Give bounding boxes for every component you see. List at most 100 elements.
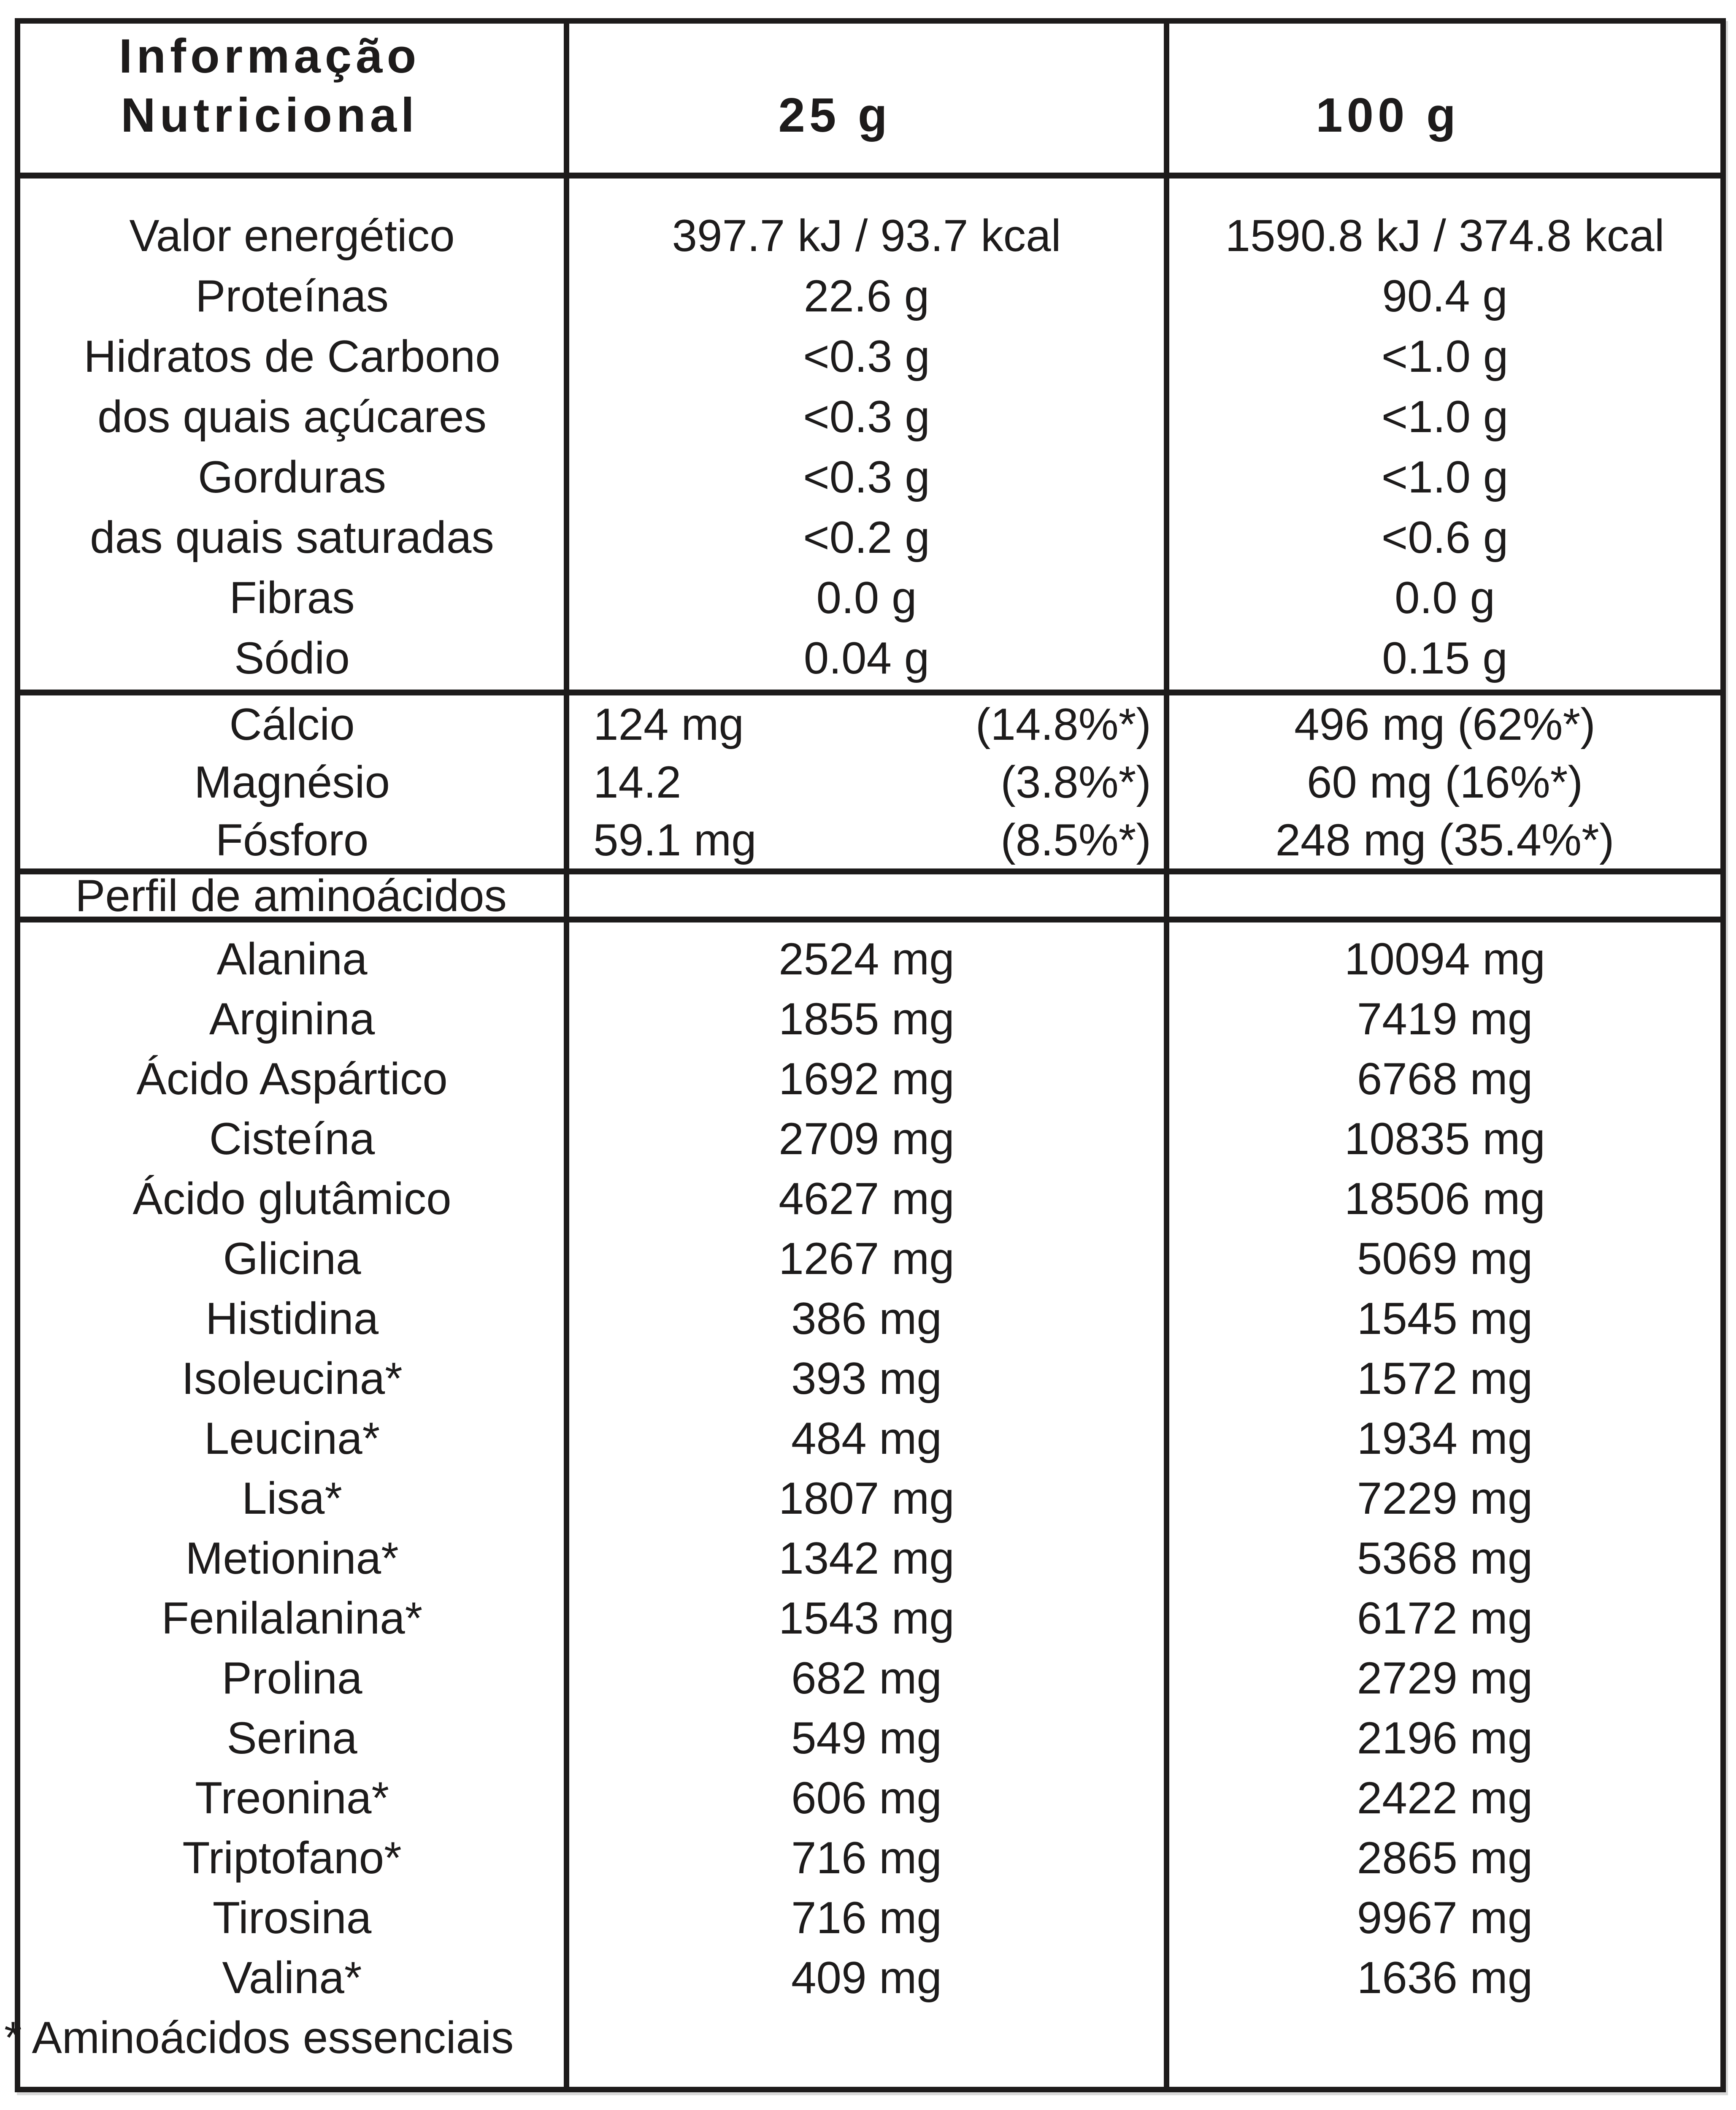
empty-cell — [1169, 874, 1720, 917]
value-100g: 18506 mg — [1344, 1173, 1545, 1224]
value-25g: 549 mg — [791, 1712, 942, 1763]
value-25g: <0.3 g — [803, 391, 930, 442]
footnote-row: * Aminoácidos essenciais — [4, 2007, 1720, 2087]
value-25g: 59.1 mg (8.5%*) — [569, 811, 1164, 869]
row-label: Ácido glutâmico — [132, 1173, 452, 1224]
value-100g: 90.4 g — [1382, 271, 1508, 321]
column-divider — [564, 922, 569, 2087]
nutrition-facts-table: Informação Nutricional 25 g 100 g Valor … — [4, 18, 1726, 2092]
table-row: Leucina* 484 mg 1934 mg — [20, 1408, 1720, 1468]
value-25g: <0.2 g — [803, 512, 930, 563]
table-row: Magnésio 14.2 (3.8%*) 60 mg (16%*) — [20, 753, 1720, 811]
table-row: Gorduras <0.3 g <1.0 g — [20, 447, 1720, 507]
value-100g: 10094 mg — [1344, 933, 1545, 984]
row-label: Fósforo — [215, 814, 369, 865]
row-label: Arginina — [209, 993, 375, 1044]
value-100g: 0.15 g — [1382, 633, 1508, 683]
value-25g: 716 mg — [791, 1832, 942, 1883]
row-label: Glicina — [223, 1233, 361, 1284]
value-25g: 4627 mg — [779, 1173, 955, 1224]
value-100g: 10835 mg — [1344, 1113, 1545, 1164]
value-100g: 7229 mg — [1357, 1473, 1533, 1523]
value-100g: 60 mg (16%*) — [1306, 757, 1583, 807]
table-row: Hidratos de Carbono <0.3 g <1.0 g — [20, 326, 1720, 387]
row-label: Prolina — [222, 1653, 362, 1703]
value-25g: <0.3 g — [803, 452, 930, 502]
column-divider — [564, 24, 569, 173]
column-divider — [1164, 179, 1169, 690]
value-100g: 5368 mg — [1357, 1533, 1533, 1583]
table-row: Fibras 0.0 g 0.0 g — [20, 568, 1720, 628]
section-rule — [20, 868, 1720, 874]
table-row: Alanina 2524 mg 10094 mg — [20, 929, 1720, 989]
table-row: dos quais açúcares <0.3 g <1.0 g — [20, 387, 1720, 447]
header-col-25g: 25 g — [778, 89, 892, 142]
value-100g: 1590.8 kJ / 374.8 kcal — [1225, 210, 1665, 261]
macros-section: Valor energético 397.7 kJ / 93.7 kcal 15… — [20, 179, 1720, 690]
table-row: Perfil de aminoácidos — [20, 873, 1720, 918]
value-100g: 1545 mg — [1357, 1293, 1533, 1344]
section-rule — [20, 917, 1720, 922]
value-25g: 0.04 g — [803, 633, 930, 683]
table-row: Arginina 1855 mg 7419 mg — [20, 989, 1720, 1049]
table-row: Metionina* 1342 mg 5368 mg — [20, 1528, 1720, 1588]
value-100g: 2865 mg — [1357, 1832, 1533, 1883]
table-row: Isoleucina* 393 mg 1572 mg — [20, 1348, 1720, 1408]
value-25g: 124 mg (14.8%*) — [569, 695, 1164, 753]
row-label: das quais saturadas — [90, 512, 494, 563]
row-label: Hidratos de Carbono — [84, 331, 500, 381]
table-header: Informação Nutricional 25 g 100 g — [20, 24, 1720, 173]
value-100g: 0.0 g — [1395, 572, 1495, 623]
empty-cell — [569, 2007, 1164, 2087]
header-title-line1: Informação — [119, 30, 421, 83]
table-row: Serina 549 mg 2196 mg — [20, 1708, 1720, 1768]
column-divider — [564, 874, 569, 917]
section-rule — [20, 173, 1720, 179]
mineral-daily-value: (14.8%*) — [975, 699, 1151, 749]
section-rule — [20, 690, 1720, 695]
mineral-amount: 124 mg — [593, 699, 744, 749]
table-row: Histidina 386 mg 1545 mg — [20, 1288, 1720, 1348]
amino-profile-header: Perfil de aminoácidos — [20, 873, 1720, 918]
value-25g: 14.2 (3.8%*) — [569, 753, 1164, 811]
value-100g: 1934 mg — [1357, 1413, 1533, 1463]
value-25g: <0.3 g — [803, 331, 930, 381]
value-25g: 1267 mg — [779, 1233, 955, 1284]
value-25g: 2524 mg — [779, 933, 955, 984]
table-row: Ácido glutâmico 4627 mg 18506 mg — [20, 1169, 1720, 1228]
value-100g: 2729 mg — [1357, 1653, 1533, 1703]
value-100g: 248 mg (35.4%*) — [1275, 814, 1614, 865]
mineral-daily-value: (3.8%*) — [1000, 757, 1151, 807]
row-label: Fenilalanina* — [161, 1593, 423, 1643]
value-100g: 1572 mg — [1357, 1353, 1533, 1404]
essential-amino-footnote: * Aminoácidos essenciais — [4, 2012, 514, 2063]
value-100g: 2422 mg — [1357, 1772, 1533, 1823]
table-row: Tirosina 716 mg 9967 mg — [20, 1888, 1720, 1948]
row-label: Gorduras — [197, 452, 387, 502]
row-label: Cisteína — [209, 1113, 375, 1164]
table-row: Cálcio 124 mg (14.8%*) 496 mg (62%*) — [20, 695, 1720, 753]
value-25g: 682 mg — [791, 1653, 942, 1703]
column-divider — [1164, 24, 1169, 173]
table-row: Treonina* 606 mg 2422 mg — [20, 1768, 1720, 1828]
table-row: Triptofano* 716 mg 2865 mg — [20, 1828, 1720, 1888]
value-25g: 1342 mg — [779, 1533, 955, 1583]
row-label: Lisa* — [242, 1473, 342, 1523]
value-100g: 6768 mg — [1357, 1053, 1533, 1104]
value-100g: <1.0 g — [1381, 391, 1509, 442]
empty-cell — [569, 874, 1164, 917]
row-label: Metionina* — [185, 1533, 399, 1583]
value-25g: 393 mg — [791, 1353, 942, 1404]
value-100g: 9967 mg — [1357, 1892, 1533, 1943]
table-row: Valina* 409 mg 1636 mg — [20, 1948, 1720, 2007]
value-100g: <1.0 g — [1381, 452, 1509, 502]
row-label: Valor energético — [129, 210, 455, 261]
row-label: Serina — [227, 1712, 357, 1763]
value-100g: 2196 mg — [1357, 1712, 1533, 1763]
value-25g: 1807 mg — [779, 1473, 955, 1523]
table-row: Ácido Aspártico 1692 mg 6768 mg — [20, 1049, 1720, 1109]
row-label: Tirosina — [212, 1892, 372, 1943]
column-divider — [1164, 874, 1169, 917]
value-100g: 5069 mg — [1357, 1233, 1533, 1284]
table-row: Fósforo 59.1 mg (8.5%*) 248 mg (35.4%*) — [20, 811, 1720, 869]
